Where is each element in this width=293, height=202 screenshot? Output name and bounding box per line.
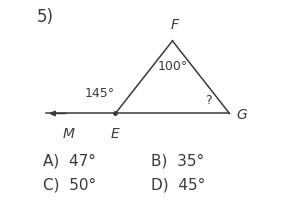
Text: E: E <box>111 126 120 140</box>
Text: B)  35°: B) 35° <box>151 153 204 168</box>
Text: D)  45°: D) 45° <box>151 177 205 191</box>
Text: G: G <box>236 108 247 122</box>
Text: ?: ? <box>205 94 212 107</box>
Text: 5): 5) <box>36 8 53 26</box>
Text: 100°: 100° <box>157 59 188 72</box>
Text: A)  47°: A) 47° <box>43 153 96 168</box>
Text: F: F <box>170 18 178 32</box>
Text: M: M <box>63 126 75 140</box>
Text: 145°: 145° <box>85 87 115 100</box>
Text: C)  50°: C) 50° <box>43 177 96 191</box>
